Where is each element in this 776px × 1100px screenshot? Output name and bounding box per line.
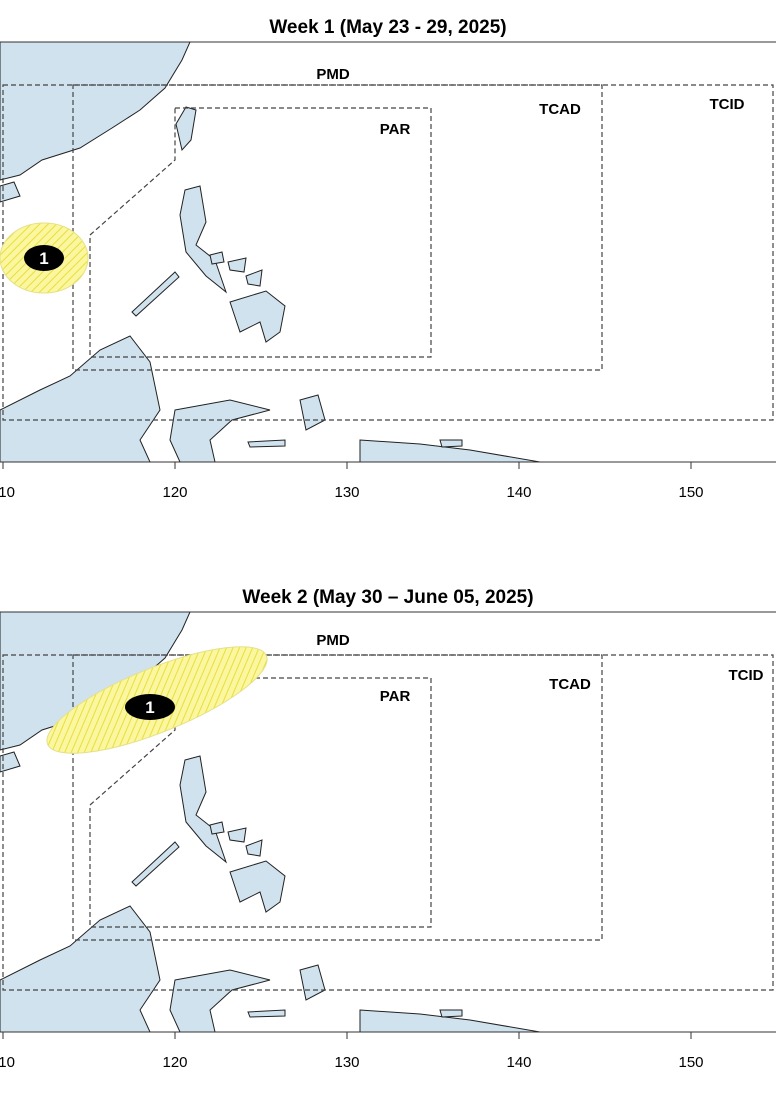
region-box <box>89 107 432 358</box>
tick-label: 140 <box>506 1054 531 1071</box>
land <box>247 1009 286 1018</box>
map-area: 1 PMD PAR TCAD TCID <box>0 612 776 1032</box>
land <box>131 841 180 887</box>
land <box>247 439 286 448</box>
land <box>439 1009 463 1018</box>
tick-label: 120 <box>162 1054 187 1071</box>
land <box>439 439 463 448</box>
land <box>245 269 263 287</box>
tick-label: 140 <box>506 484 531 501</box>
land <box>227 257 247 273</box>
land <box>0 335 161 462</box>
tick-label: 130 <box>334 484 359 501</box>
land <box>175 106 197 152</box>
land <box>209 821 225 835</box>
land <box>0 905 161 1032</box>
region-box <box>89 677 432 928</box>
land <box>131 271 180 317</box>
map-panel: Week 2 (May 30 – June 05, 2025) 1 PMD PAR TC… <box>0 587 776 1071</box>
region-label: PAR <box>380 121 411 138</box>
land <box>209 251 225 265</box>
region-label: PAR <box>380 688 411 705</box>
land <box>179 185 228 294</box>
map-area: 1 PMD PAR TCAD TCID <box>0 42 776 462</box>
region-box <box>72 654 603 941</box>
region-label: TCAD <box>549 676 591 693</box>
land <box>227 827 247 843</box>
land <box>0 181 21 203</box>
tick-label: 150 <box>678 1054 703 1071</box>
land <box>179 755 228 864</box>
land <box>229 290 286 343</box>
land <box>0 751 21 773</box>
land <box>359 1009 541 1032</box>
area-marker <box>24 245 64 271</box>
land <box>229 860 286 913</box>
land <box>359 439 541 462</box>
map-title: Week 2 (May 30 – June 05, 2025) <box>242 587 533 608</box>
map-panel: Week 1 (May 23 - 29, 2025) 1 PMD PAR TCAD TCI… <box>0 17 776 501</box>
tick-label: 110 <box>0 1054 15 1071</box>
tick-label: 130 <box>334 1054 359 1071</box>
land <box>0 42 191 181</box>
tick-label: 150 <box>678 484 703 501</box>
tick-label: 120 <box>162 484 187 501</box>
area-label: 1 <box>145 698 154 717</box>
region-label: TCID <box>729 667 764 684</box>
area-marker <box>125 694 175 720</box>
region-label: TCAD <box>539 101 581 118</box>
area-label: 1 <box>39 249 48 268</box>
region-label: PMD <box>316 66 350 83</box>
region-box <box>72 84 603 371</box>
map-title: Week 1 (May 23 - 29, 2025) <box>269 17 506 38</box>
region-label: TCID <box>710 96 745 113</box>
region-label: PMD <box>316 632 350 649</box>
land <box>169 969 271 1032</box>
land <box>245 839 263 857</box>
land <box>169 399 271 462</box>
tick-label: 110 <box>0 484 15 501</box>
